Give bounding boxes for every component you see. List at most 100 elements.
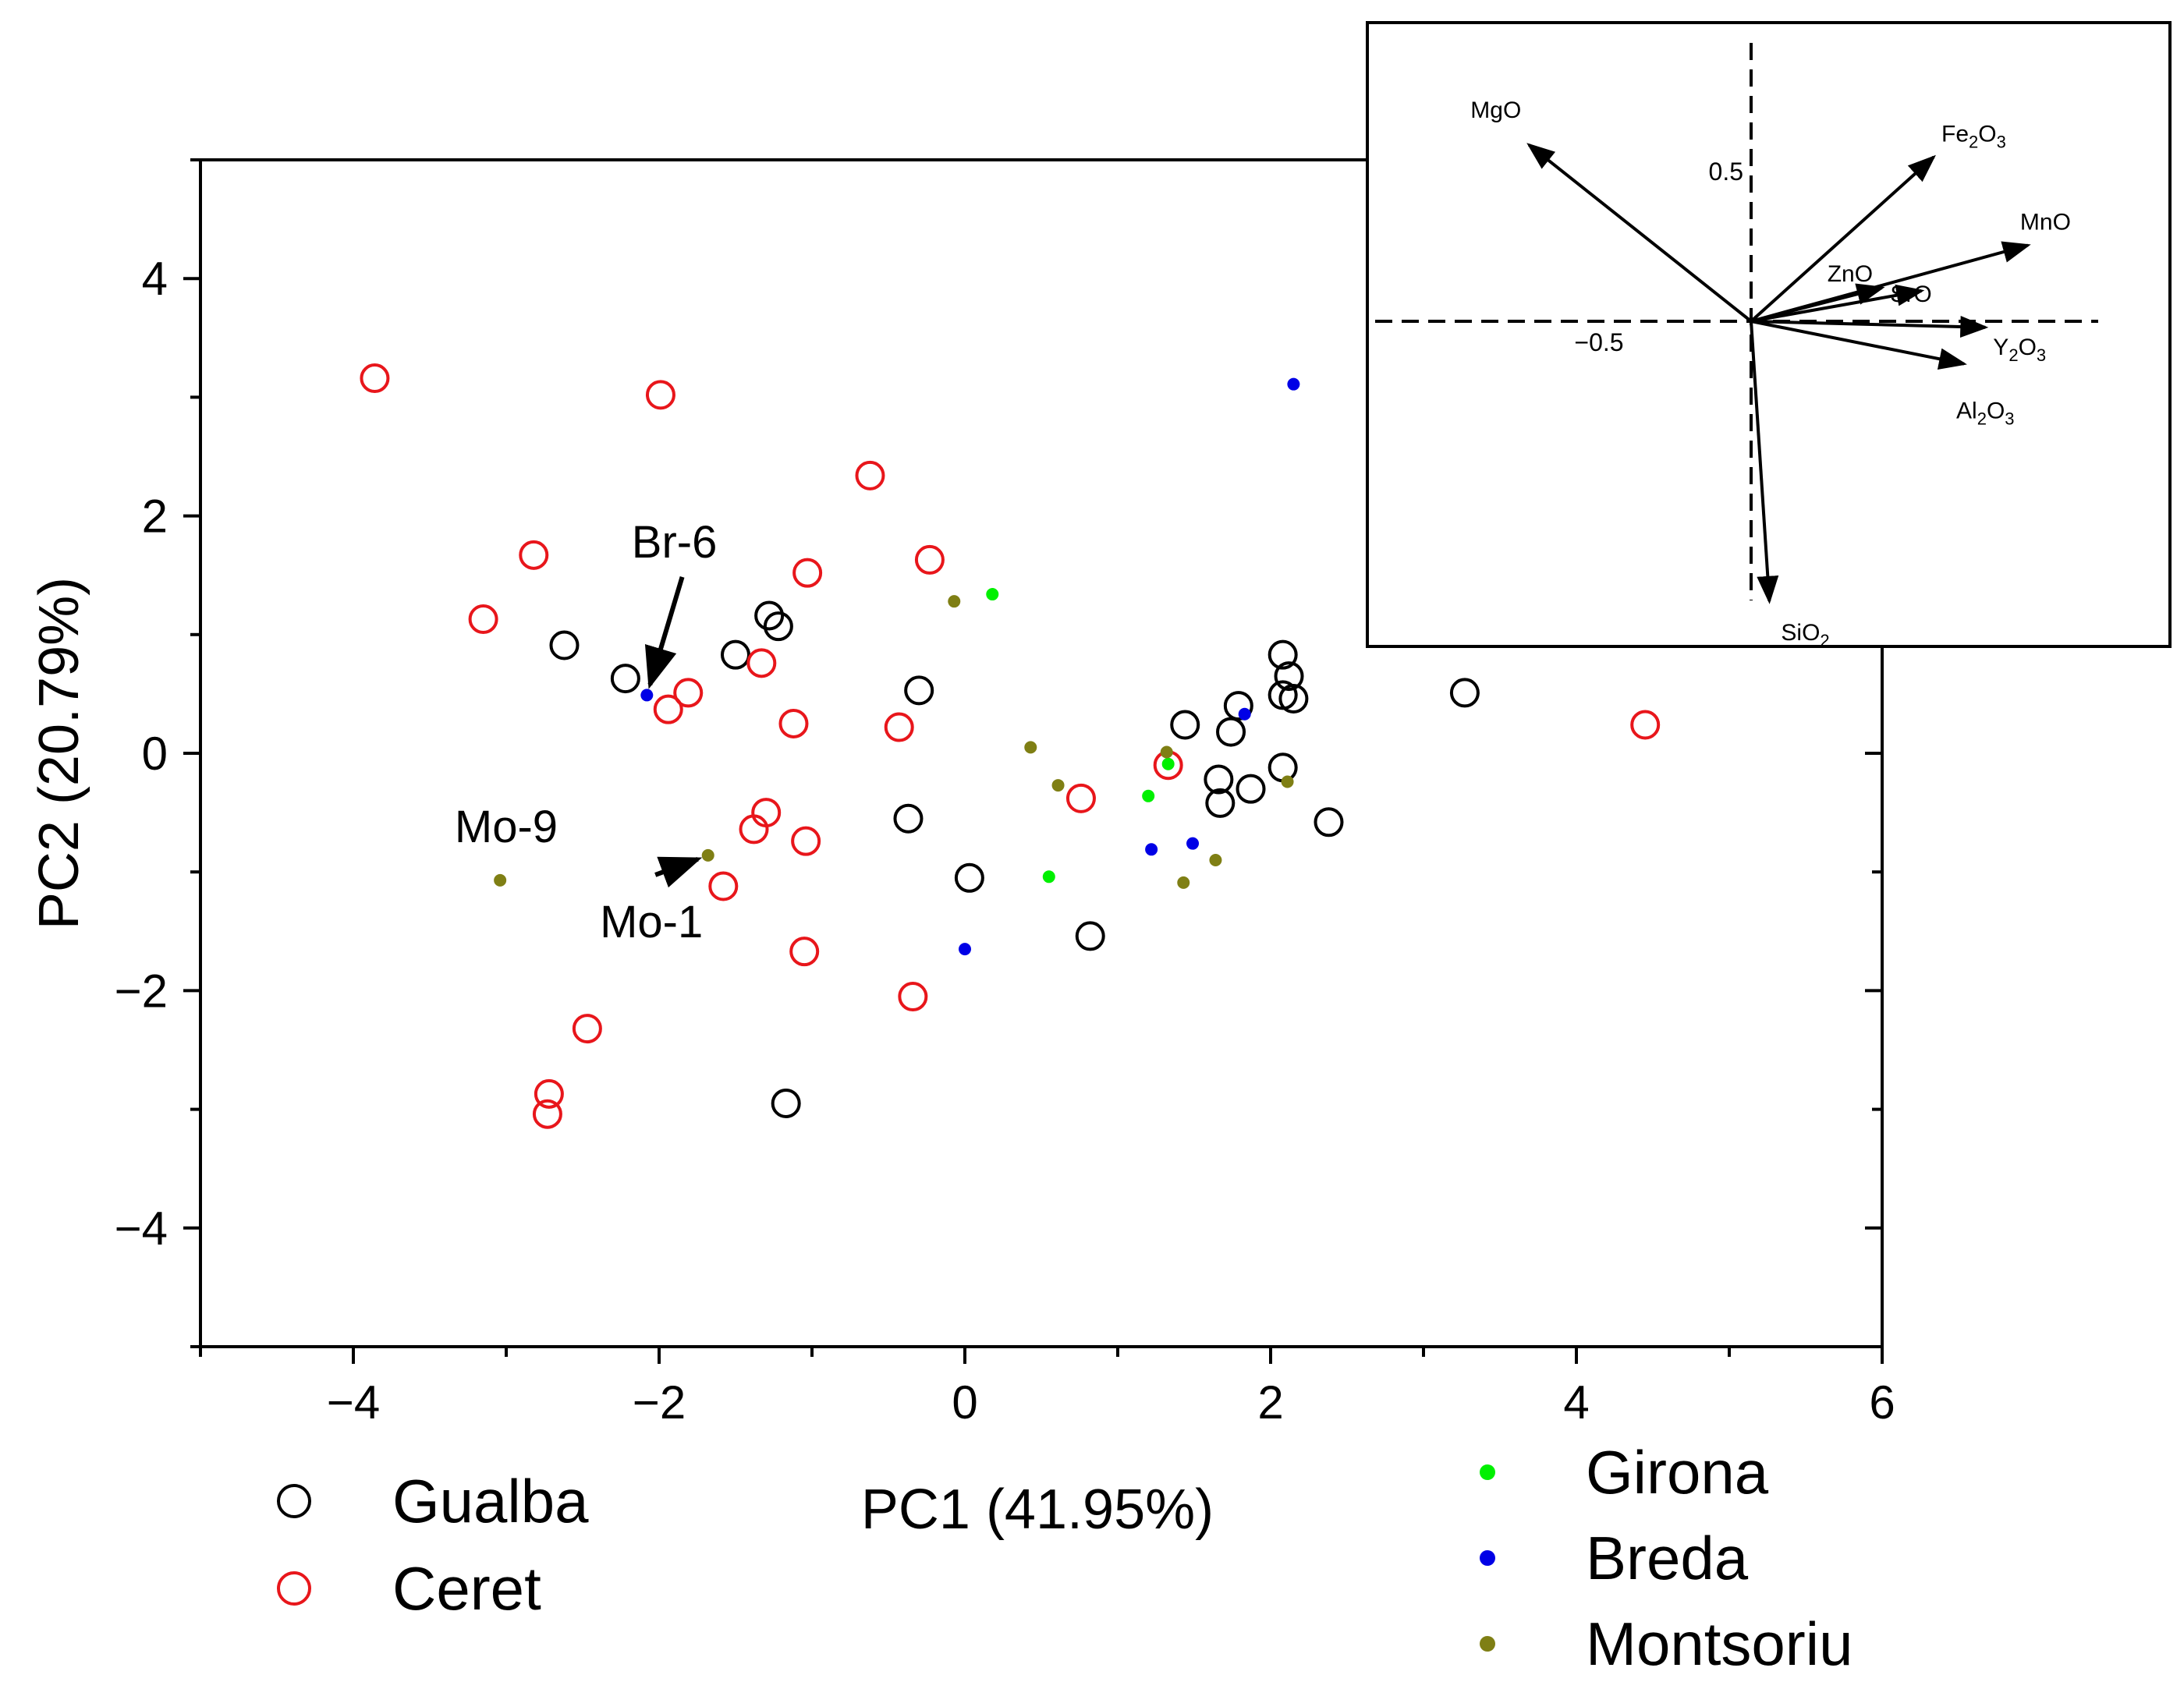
point-ceret (468, 604, 498, 635)
point-girona (1042, 870, 1055, 883)
loading-vector-al2o3 (1750, 320, 1967, 370)
annotation-arrow (654, 856, 703, 888)
inset-frame (1366, 21, 2172, 648)
point-ceret (914, 544, 945, 575)
point-girona (986, 588, 999, 601)
y-tick-label: −4 (115, 1202, 168, 1255)
point-breda (1238, 707, 1251, 721)
loading-label-al2o3: Al2O3 (1956, 398, 2015, 429)
legend: Gualba Ceret Girona Breda Montsoriu (277, 1438, 1852, 1678)
point-ceret (746, 648, 777, 678)
point-ceret (360, 363, 390, 394)
point-montsoriu (1177, 876, 1190, 889)
x-tick-label: 4 (1563, 1376, 1589, 1429)
subscript: 2 (1969, 132, 1978, 151)
point-ceret (791, 826, 821, 856)
loading-vector-mgo (1526, 143, 1753, 323)
point-breda (1287, 377, 1300, 391)
legend-marker-montsoriu (1480, 1636, 1495, 1652)
label-part: MgO (1470, 97, 1521, 123)
legend-marker-breda (1480, 1550, 1495, 1566)
point-ceret (739, 814, 769, 845)
subscript: 3 (1997, 132, 2006, 151)
label-part: SiO (1781, 620, 1820, 646)
loading-vector-sio2 (1750, 320, 1779, 604)
point-gualba (1223, 691, 1253, 721)
point-ceret (792, 558, 823, 588)
label-part: Y (1993, 335, 2008, 360)
data-points (360, 363, 1661, 1129)
x-tick-label: 6 (1869, 1376, 1895, 1429)
point-ceret (653, 694, 683, 724)
point-gualba (763, 611, 793, 642)
label-part: O (1978, 121, 1996, 147)
point-gualba (1204, 764, 1234, 795)
x-axis-title: PC1 (41.95%) (861, 1478, 1214, 1541)
loading-label-fe2o3: Fe2O3 (1941, 121, 2006, 151)
point-montsoriu (1160, 745, 1173, 759)
legend-label-gualba: Gualba (392, 1467, 589, 1535)
annotation-mo-1: Mo-1 (600, 897, 703, 947)
legend-label-ceret: Ceret (392, 1554, 541, 1623)
subscript: 3 (2005, 409, 2014, 429)
point-gualba (610, 664, 640, 694)
point-montsoriu (1051, 779, 1065, 792)
label-part: ZnO (1828, 261, 1873, 287)
legend-marker-girona (1480, 1464, 1495, 1480)
point-ceret (708, 871, 739, 901)
point-montsoriu (1024, 741, 1037, 754)
point-gualba (1205, 788, 1236, 818)
point-gualba (1268, 752, 1298, 783)
point-gualba (1314, 807, 1344, 837)
label-part: O (1987, 398, 2005, 424)
point-ceret (789, 937, 820, 967)
point-ceret (1065, 783, 1096, 813)
legend-label-breda: Breda (1586, 1524, 1749, 1592)
subscript: 2 (1977, 409, 1987, 429)
subscript: 2 (2008, 345, 2018, 365)
loading-vector-sro (1750, 284, 1925, 323)
loading-label-sro: SrO (1890, 282, 1931, 307)
point-breda (1186, 837, 1200, 850)
point-gualba (1274, 661, 1304, 692)
y-tick-label: 4 (142, 253, 168, 305)
x-tick-label: 0 (952, 1376, 977, 1429)
y-axis-title: PC2 (20.79%) (28, 577, 90, 930)
point-gualba (1075, 921, 1105, 951)
point-gualba (1236, 774, 1266, 804)
annotation-br-6: Br-6 (632, 517, 718, 568)
point-montsoriu (701, 848, 714, 862)
point-gualba (1268, 639, 1298, 670)
loading-label-y2o3: Y2O3 (1993, 335, 2046, 365)
y-tick-label: 0 (142, 728, 168, 780)
loading-vector-fe2o3 (1750, 154, 1936, 323)
label-part: SrO (1890, 282, 1931, 307)
loading-label-sio2: SiO2 (1781, 620, 1829, 650)
axis-tick-labels: −4 −2 0 2 4 6 −4 −2 0 2 4 (115, 253, 1895, 1429)
point-gualba (1278, 683, 1309, 714)
point-girona (1161, 757, 1175, 770)
loading-label-mno: MnO (2020, 210, 2071, 235)
point-ceret (519, 540, 549, 570)
point-girona (1142, 789, 1155, 802)
inset-x-tick-label: −0.5 (1574, 328, 1623, 356)
point-gualba (1170, 710, 1200, 740)
loading-vector-zno (1750, 283, 1885, 323)
point-gualba (893, 803, 924, 834)
point-ceret (645, 380, 675, 410)
point-gualba (904, 675, 934, 706)
point-gualba (721, 639, 750, 670)
loading-label-mgo: MgO (1470, 97, 1521, 123)
y-tick-label: −2 (115, 965, 168, 1017)
label-part: MnO (2020, 210, 2071, 235)
y-tick-label: 2 (142, 490, 168, 543)
loading-vector-y2o3 (1750, 315, 1989, 338)
label-part: Fe (1941, 121, 1969, 147)
point-montsoriu (1209, 853, 1222, 866)
point-gualba (549, 630, 580, 660)
x-tick-label: 2 (1257, 1376, 1283, 1429)
point-ceret (898, 982, 928, 1012)
point-gualba (1216, 717, 1246, 747)
